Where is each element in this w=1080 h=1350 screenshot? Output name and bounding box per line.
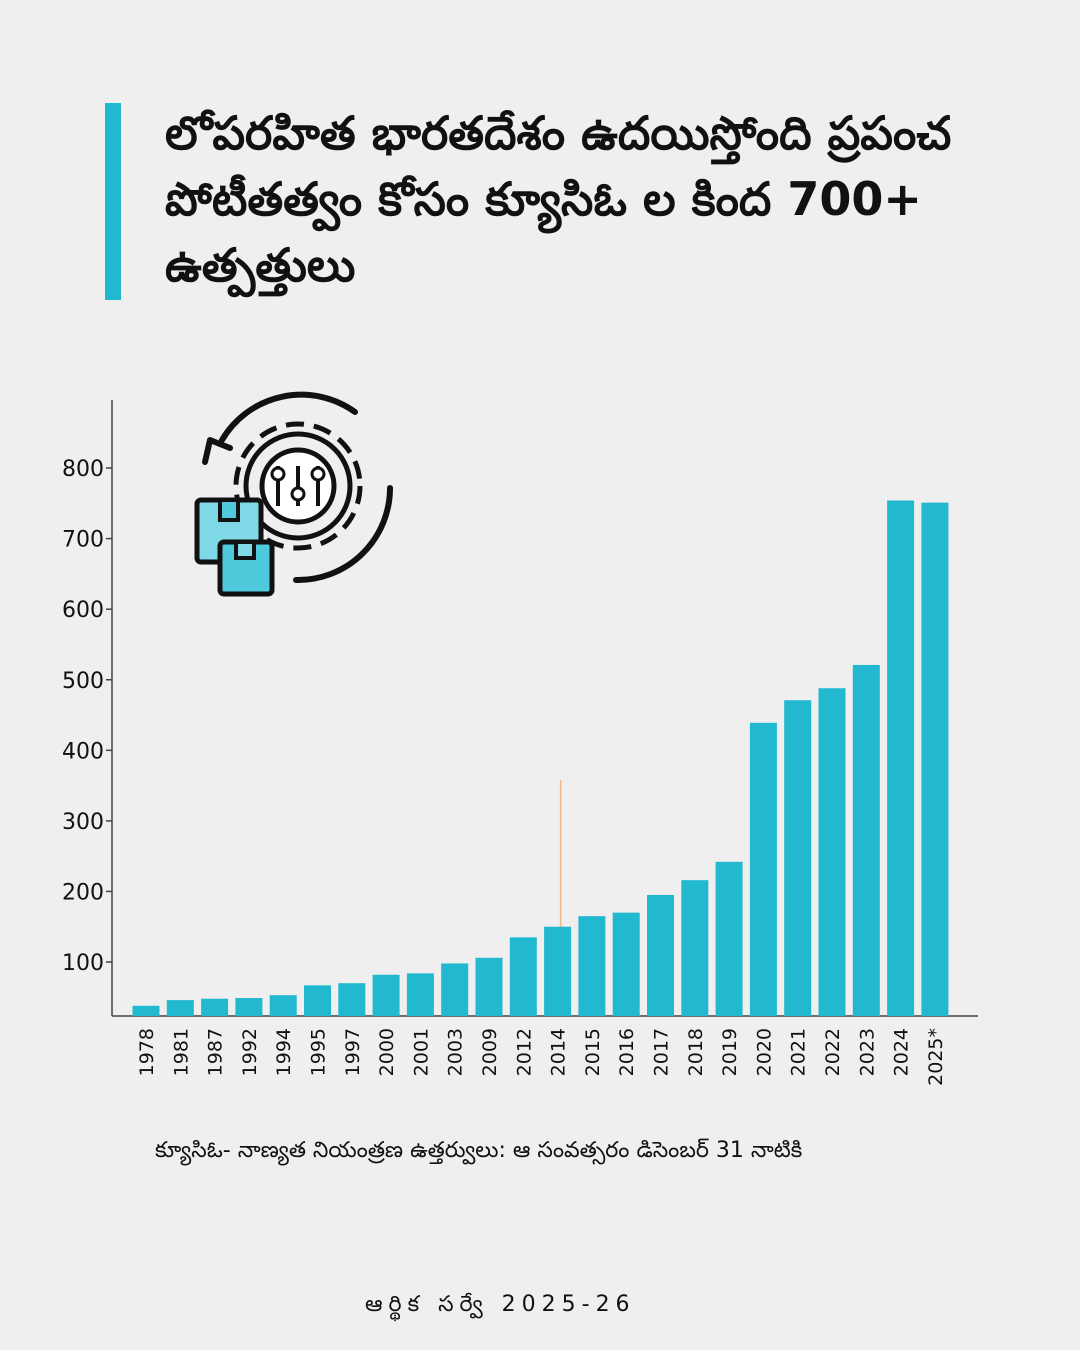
y-tick-labels: 100 200 300 400 500 600 700 800 [62, 457, 104, 976]
bar-2018 [681, 880, 709, 1016]
bar-2016 [612, 912, 640, 1016]
x-tick-label: 1995 [308, 1028, 330, 1076]
bar-2000 [372, 974, 400, 1016]
x-tick-label: 2023 [856, 1028, 878, 1076]
x-tick-label: 2012 [513, 1028, 535, 1076]
x-tick-label: 2019 [719, 1028, 741, 1076]
bar-2022 [818, 688, 846, 1016]
y-tick-label: 200 [62, 880, 104, 905]
gear-sliders-boxes-icon [194, 391, 393, 597]
bar-1995 [304, 985, 331, 1016]
bar-2023 [852, 664, 880, 1016]
x-tick-label: 2022 [822, 1028, 844, 1076]
bar-2017 [647, 894, 674, 1016]
bar-2012 [509, 937, 537, 1016]
bar-2009 [475, 957, 503, 1016]
y-tick-label: 600 [62, 598, 104, 623]
x-tick-label: 2016 [616, 1028, 638, 1076]
x-tick-label: 1987 [205, 1028, 227, 1076]
page-title: లోపరహిత భారతదేశం ఉదయిస్తోంది ప్రపంచ పోటీ… [165, 106, 952, 292]
axes [106, 400, 978, 1017]
bar-1978 [132, 1005, 160, 1016]
x-tick-label: 1992 [239, 1028, 261, 1076]
x-tick-label: 1994 [273, 1028, 295, 1076]
bars [132, 500, 949, 1017]
x-tick-label: 2024 [891, 1028, 913, 1076]
bar-1997 [338, 983, 366, 1016]
bar-2025* [921, 502, 949, 1017]
bar-2021 [784, 700, 812, 1016]
footnote: క్యూసిఓ- నాణ్యత నియంత్రణ ఉత్తర్వులు: ఆ స… [155, 1138, 803, 1163]
bar-2003 [441, 963, 469, 1016]
y-tick-label: 400 [62, 739, 104, 764]
bar-2020 [749, 722, 777, 1016]
x-tick-label: 2014 [548, 1028, 570, 1076]
x-tick-label: 2003 [445, 1028, 467, 1076]
y-tick-label: 500 [62, 669, 104, 694]
bar-2014 [544, 926, 572, 1016]
x-tick-label: 1997 [342, 1028, 364, 1076]
bar-1987 [201, 998, 229, 1016]
y-tick-label: 800 [62, 457, 104, 482]
x-tick-label: 2015 [582, 1028, 604, 1076]
x-tick-label: 2017 [651, 1028, 673, 1076]
title-accent-bar [105, 103, 121, 300]
x-tick-label: 2025* [925, 1028, 947, 1086]
x-tick-label: 2001 [410, 1028, 432, 1076]
x-tick-label: 2018 [685, 1028, 707, 1076]
x-tick-label: 2020 [753, 1028, 775, 1076]
y-tick-label: 700 [62, 528, 104, 553]
bar-1994 [269, 995, 297, 1016]
x-tick-label: 1981 [170, 1028, 192, 1076]
x-tick-labels: 1978 1981 1987 1992 1994 1995 1997 2000 2001 2003… [136, 1028, 947, 1086]
bar-1981 [166, 1000, 194, 1016]
bar-2015 [578, 916, 606, 1016]
bar-1992 [235, 998, 263, 1016]
x-tick-label: 2000 [376, 1028, 398, 1076]
x-tick-label: 2021 [788, 1028, 810, 1076]
y-tick-label: 300 [62, 810, 104, 835]
bar-2019 [715, 861, 743, 1016]
bar-2024 [887, 500, 915, 1016]
x-tick-label: 1978 [136, 1028, 158, 1076]
y-tick-label: 100 [62, 951, 104, 976]
bar-2001 [406, 973, 434, 1016]
x-tick-label: 2009 [479, 1028, 501, 1076]
source-label: ఆర్థిక సర్వే 2025-26 [365, 1292, 636, 1317]
